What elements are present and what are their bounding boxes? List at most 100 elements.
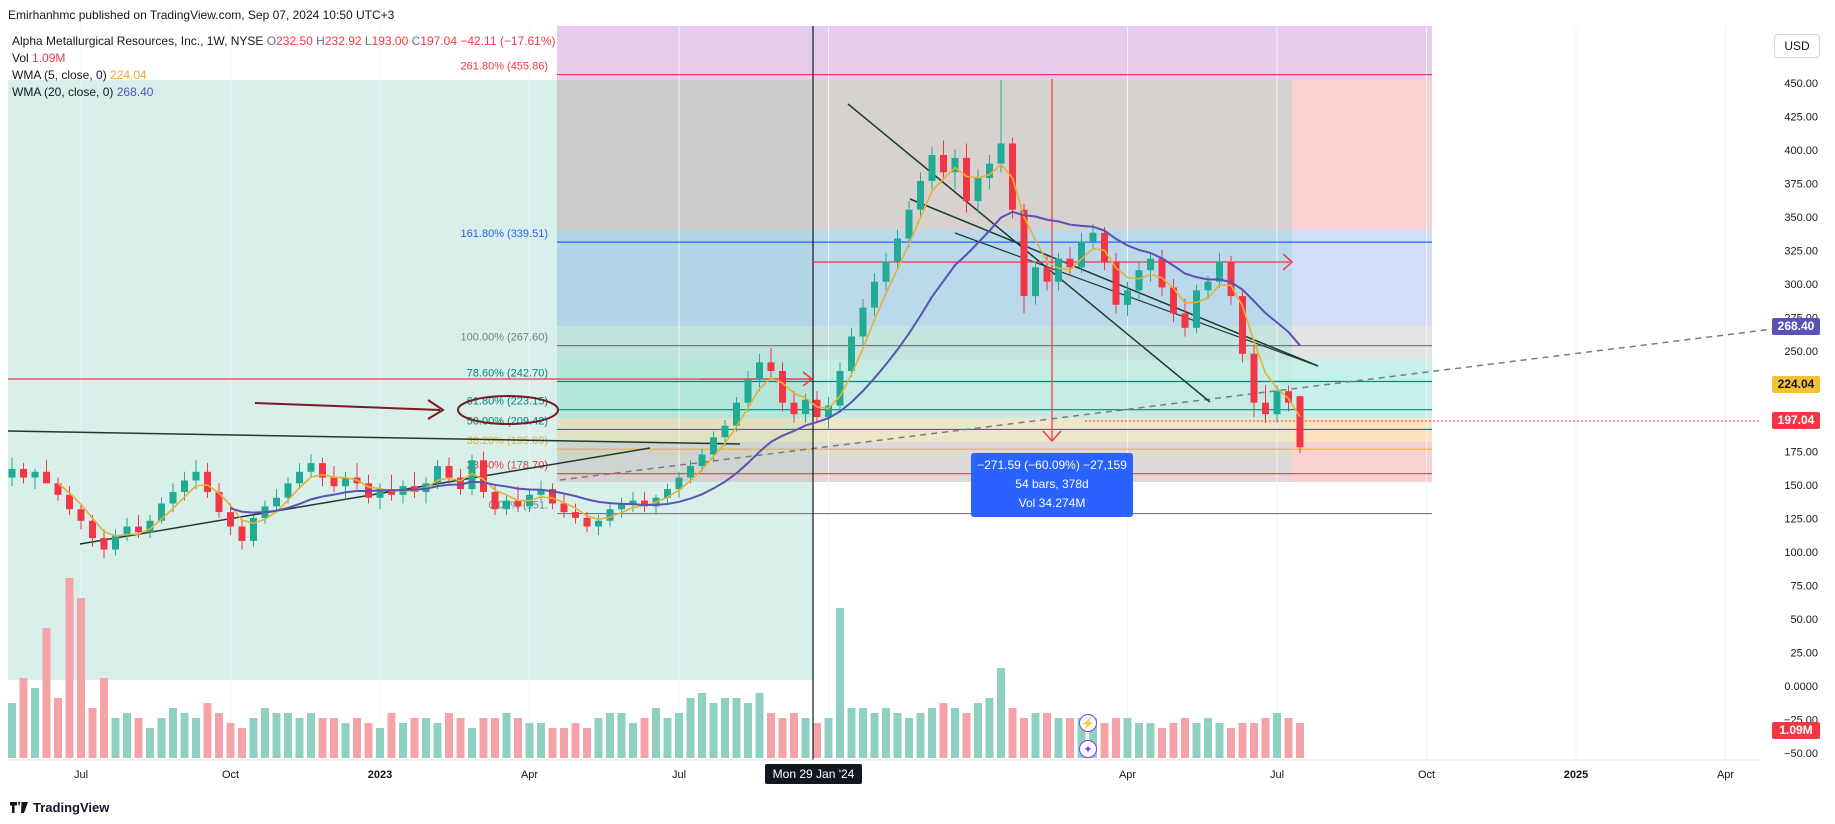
volume-bar — [31, 688, 39, 758]
candle-body — [445, 466, 453, 478]
volume-bar — [111, 718, 120, 758]
candle-body — [20, 468, 27, 478]
volume-bar — [882, 708, 890, 758]
volume-bar — [1261, 718, 1270, 758]
volume-bar — [1031, 713, 1040, 758]
wma5-price-badge: 224.04 — [1772, 376, 1820, 393]
volume-spike — [100, 678, 108, 758]
candle-body — [836, 371, 844, 406]
volume-bar — [721, 698, 729, 758]
volume-bar — [433, 723, 442, 758]
fib-label: 50.00% (209.42) — [467, 415, 548, 427]
y-tick-label: 0.0000 — [1784, 681, 1818, 693]
candle-body — [928, 155, 936, 181]
candle-body — [951, 157, 959, 173]
volume-bar — [744, 703, 752, 758]
volume-bar — [295, 718, 304, 758]
volume-bar — [1008, 708, 1017, 758]
candle-body — [480, 460, 487, 492]
footer-brand[interactable]: TradingView — [10, 800, 109, 815]
volume-bar — [123, 713, 131, 758]
volume-bar — [238, 728, 246, 758]
candle-body — [296, 471, 303, 484]
y-tick-label: 150.00 — [1784, 480, 1818, 492]
candle-body — [1089, 232, 1097, 242]
volume-bar — [8, 703, 16, 758]
candle-body — [871, 281, 878, 308]
legend-high: 232.92 — [324, 34, 362, 48]
volume-spike — [65, 578, 74, 758]
candle-body — [1020, 209, 1028, 297]
red-target-arrow-head — [1282, 253, 1294, 271]
fib-label: 23.60% (178.70) — [467, 460, 548, 472]
candle-body — [733, 402, 740, 426]
candle-body — [882, 261, 890, 282]
candle-body — [8, 468, 16, 478]
volume-bar — [387, 713, 396, 758]
candle-body — [721, 425, 729, 438]
volume-bar — [583, 728, 591, 758]
volume-spike — [42, 628, 51, 758]
volume-bar — [376, 728, 384, 758]
candle-body — [997, 143, 1005, 164]
candle-body — [549, 489, 556, 504]
y-tick-label: 450.00 — [1784, 78, 1818, 90]
chart-canvas[interactable]: 261.80% (455.86) 161.80% (339.51) 100.00% … — [0, 26, 1835, 800]
candle-body — [756, 362, 763, 380]
publisher-line: Emirhanhmc published on TradingView.com,… — [8, 8, 395, 22]
volume-bar — [514, 718, 522, 758]
sparkle-icon[interactable]: ✦ — [1079, 740, 1097, 758]
legend-wma20-value: 268.40 — [116, 85, 154, 99]
candle-body — [250, 517, 257, 541]
volume-bar — [330, 718, 338, 758]
volume-bar — [445, 713, 453, 758]
volume-bar — [284, 713, 292, 758]
volume-bar — [1043, 713, 1051, 758]
volume-spike — [77, 598, 85, 758]
legend-vol-label: Vol — [12, 51, 29, 65]
candle-body — [238, 526, 246, 541]
lightning-icon[interactable]: ⚡ — [1079, 714, 1097, 732]
candle-body — [112, 535, 119, 550]
annotation-arrow-head — [427, 399, 445, 420]
candle-body — [1124, 290, 1131, 305]
volume-bar — [1054, 718, 1063, 758]
legend-wma20-label: WMA (20, close, 0) — [12, 85, 114, 99]
volume-bar — [491, 718, 499, 758]
legend-low-label: L — [364, 34, 372, 48]
volume-bar — [617, 713, 626, 758]
candle-body — [894, 238, 901, 262]
legend-change: −42.11 (−17.61%) — [460, 34, 556, 48]
volume-bar — [813, 723, 821, 758]
volume-spike — [836, 608, 844, 758]
measure-arrow-head — [1042, 430, 1062, 443]
dashed-trend-line — [559, 324, 1806, 481]
grid — [80, 26, 1726, 760]
volume-bar — [974, 703, 982, 758]
volume-bar — [134, 718, 143, 758]
candle-body — [606, 509, 614, 521]
candle-body — [1055, 258, 1062, 282]
volume-bar — [1273, 713, 1281, 758]
candle-body — [572, 512, 579, 518]
volume-bar — [560, 728, 568, 758]
fib-label: 261.80% (455.86) — [461, 61, 548, 73]
candle-body — [330, 477, 338, 487]
x-tick-label: Apr — [1717, 769, 1734, 781]
annotations — [254, 395, 559, 425]
fib-zone-teal-right — [1292, 360, 1432, 418]
currency-button[interactable]: USD — [1774, 34, 1820, 58]
volume-bar — [1158, 728, 1166, 758]
x-tick-label: 2025 — [1564, 769, 1588, 781]
candle-body — [1032, 267, 1039, 297]
candle-body — [468, 460, 476, 490]
volume-bar — [951, 708, 959, 758]
candle-body — [583, 517, 591, 527]
volume-bar — [1181, 718, 1189, 758]
fib-label: 38.20% (195.69) — [467, 435, 548, 447]
candle-body — [744, 379, 752, 403]
volume-bar — [54, 698, 62, 758]
y-tick-label: 175.00 — [1784, 447, 1818, 459]
x-tick-label: Apr — [521, 769, 538, 781]
x-tick-label: Jul — [672, 769, 686, 781]
